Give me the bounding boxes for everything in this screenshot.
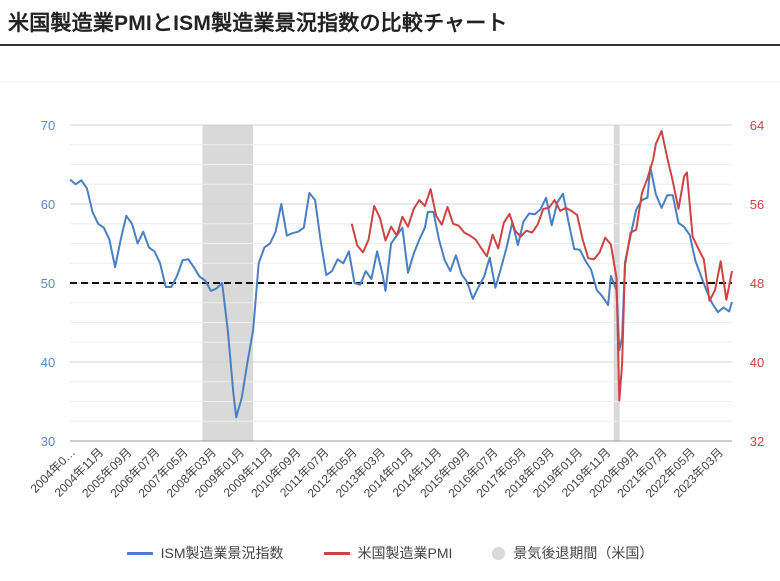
y-left-tick-label: 40 <box>41 355 55 370</box>
legend-item-pmi[interactable]: 米国製造業PMI <box>323 543 453 563</box>
legend-swatch-pmi <box>323 551 350 555</box>
chart-axes: 304050607032404856642004年0…2004年11月2005年… <box>28 118 765 500</box>
y-left-tick-label: 50 <box>41 276 55 291</box>
legend-label-recession: 景気後退期間（米国） <box>513 545 654 561</box>
y-right-tick-label: 56 <box>750 197 764 212</box>
y-right-tick-label: 32 <box>750 434 764 449</box>
chart-series <box>69 129 733 419</box>
y-left-tick-label: 70 <box>41 118 55 133</box>
pmi-series-line <box>350 129 733 402</box>
y-left-tick-label: 60 <box>41 197 55 212</box>
legend-label-ism: ISM製造業景況指数 <box>160 545 284 561</box>
comparison-chart: 304050607032404856642004年0…2004年11月2005年… <box>0 81 780 500</box>
y-right-tick-label: 48 <box>750 276 764 291</box>
legend-item-ism[interactable]: ISM製造業景況指数 <box>126 543 284 563</box>
chart-legend: ISM製造業景況指数 米国製造業PMI 景気後退期間（米国） <box>0 543 780 563</box>
legend-item-recession[interactable]: 景気後退期間（米国） <box>492 543 653 563</box>
y-left-tick-label: 30 <box>41 434 55 449</box>
y-right-tick-label: 64 <box>750 118 764 133</box>
legend-label-pmi: 米国製造業PMI <box>357 545 453 561</box>
y-right-tick-label: 40 <box>750 355 764 370</box>
legend-swatch-recession <box>492 546 506 560</box>
page-title: 米国製造業PMIとISM製造業景況指数の比較チャート <box>8 12 508 35</box>
legend-swatch-ism <box>126 551 153 555</box>
title-divider <box>0 44 780 46</box>
